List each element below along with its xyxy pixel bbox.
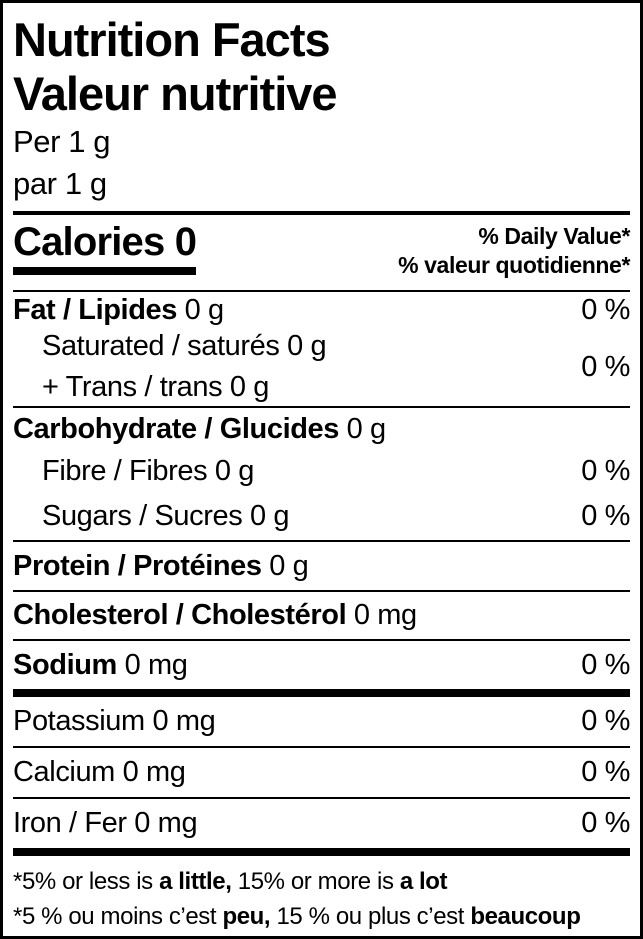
nutrient-row-sugars: Sugars / Sucres 0 g 0 % [13, 492, 630, 540]
footnotes: *5% or less is a little, 15% or more is … [13, 856, 630, 934]
nutrient-name: Saturated / saturés 0 g + Trans / trans … [13, 330, 327, 404]
daily-value-cell: 0 % [581, 293, 630, 326]
calories-section: Calories 0 % Daily Value* % valeur quoti… [13, 215, 630, 290]
footnote-fr: *5 % ou moins c’est peu, 15 % ou plus c’… [13, 903, 581, 930]
daily-value-cell: 0 % [581, 350, 630, 383]
nutrient-name: Cholesterol / Cholestérol 0 mg [13, 599, 417, 631]
thick-bar [13, 848, 630, 856]
nutrient-name: Sodium 0 mg [13, 648, 188, 681]
serving-size-en: Per 1 g [13, 124, 111, 159]
nutrient-row-fat: Fat / Lipides 0 g 0 % [13, 292, 630, 328]
nutrient-name: Calcium 0 mg [13, 756, 186, 788]
nutrient-row-calcium: Calcium 0 mg 0 % [13, 748, 630, 797]
title-fr: Valeur nutritive [13, 67, 338, 120]
nutrient-name: Protein / Protéines 0 g [13, 549, 309, 582]
separator [13, 639, 630, 641]
separator [13, 540, 630, 542]
daily-value-cell: 0 % [581, 705, 630, 737]
nutrient-name: Sugars / Sucres 0 g [42, 499, 290, 532]
saturated-line: Saturated / saturés 0 g [42, 330, 327, 362]
nutrient-row-sodium: Sodium 0 mg 0 % [13, 641, 630, 689]
nutrient-row-carbohydrate: Carbohydrate / Glucides 0 g [13, 408, 630, 450]
daily-value-cell: 0 % [581, 454, 630, 487]
nutrient-row-protein: Protein / Protéines 0 g [13, 542, 630, 590]
daily-value-heading: % Daily Value* % valeur quotidienne* [398, 220, 630, 280]
header-rule [13, 211, 630, 215]
separator [13, 290, 630, 292]
separator [13, 746, 630, 748]
daily-value-cell: 0 % [581, 807, 630, 839]
serving-size-fr: par 1 g [13, 166, 107, 201]
nutrient-name: Fat / Lipides 0 g [13, 293, 224, 326]
nutrient-name: Carbohydrate / Glucides 0 g [13, 412, 386, 445]
trans-line: + Trans / trans 0 g [42, 371, 269, 403]
nutrient-row-iron: Iron / Fer 0 mg 0 % [13, 799, 630, 848]
separator [13, 406, 630, 408]
calories-value: Calories 0 [13, 220, 197, 264]
daily-value-cell: 0 % [581, 648, 630, 681]
calories-underline: Calories 0 [13, 220, 197, 275]
separator [13, 797, 630, 799]
nutrient-name: Iron / Fer 0 mg [13, 807, 198, 839]
separator [13, 590, 630, 592]
nutrient-row-saturated-trans: Saturated / saturés 0 g + Trans / trans … [13, 328, 630, 406]
thick-bar [13, 689, 630, 697]
nutrient-name: Potassium 0 mg [13, 705, 216, 737]
nutrient-row-fibre: Fibre / Fibres 0 g 0 % [13, 450, 630, 492]
nutrient-row-cholesterol: Cholesterol / Cholestérol 0 mg [13, 592, 630, 639]
label-header: Nutrition Facts Valeur nutritive Per 1 g… [13, 3, 630, 211]
footnote-en: *5% or less is a little, 15% or more is … [13, 868, 448, 895]
daily-value-cell: 0 % [581, 756, 630, 788]
daily-value-heading-en: % Daily Value* [478, 223, 630, 249]
nutrient-row-potassium: Potassium 0 mg 0 % [13, 697, 630, 746]
nutrient-name: Fibre / Fibres 0 g [42, 454, 254, 487]
daily-value-heading-fr: % valeur quotidienne* [398, 252, 630, 278]
title-en: Nutrition Facts [13, 13, 331, 66]
daily-value-cell: 0 % [581, 499, 630, 532]
